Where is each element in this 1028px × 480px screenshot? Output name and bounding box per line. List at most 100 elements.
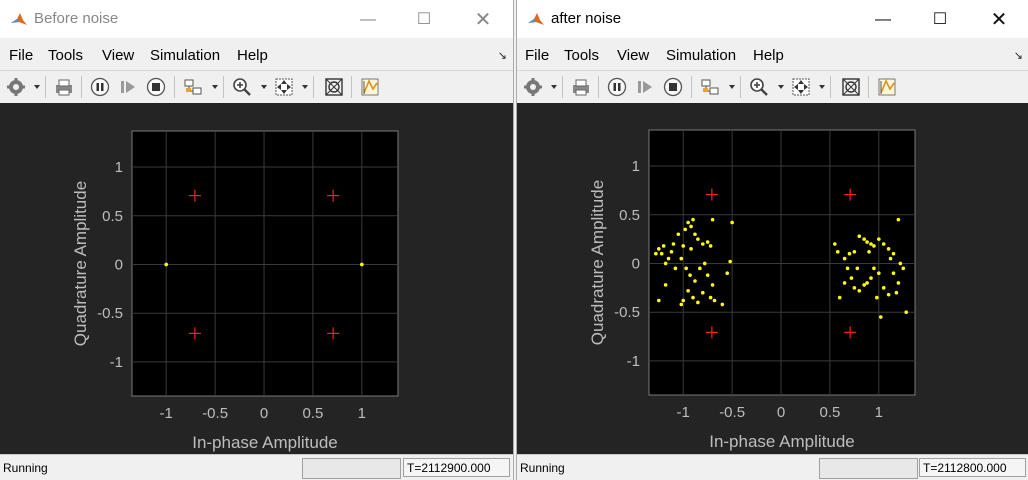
print-icon[interactable] bbox=[571, 77, 591, 97]
scope-figure: -1 -0.5 0 0.5 1 1 0.5 0 -0.5 -1 In-phase Amplitude… bbox=[517, 103, 1028, 454]
sample-point bbox=[891, 271, 896, 276]
sample-point bbox=[710, 283, 715, 287]
sample-point bbox=[691, 217, 695, 222]
scale-axes-icon[interactable] bbox=[791, 77, 811, 97]
toolbar-separator bbox=[868, 76, 869, 98]
pause-icon[interactable] bbox=[607, 77, 627, 97]
menu-help[interactable]: Help bbox=[237, 47, 268, 64]
sample-point bbox=[691, 295, 695, 300]
scale-axes-icon[interactable] bbox=[274, 77, 294, 97]
toolbar bbox=[0, 70, 513, 104]
sample-point bbox=[849, 276, 854, 280]
dropdown-arrow-icon[interactable] bbox=[729, 85, 735, 89]
y-tick-label: -0.5 bbox=[614, 304, 640, 321]
x-tick-label: -0.5 bbox=[202, 405, 228, 422]
sample-point bbox=[705, 273, 710, 277]
dropdown-arrow-icon[interactable] bbox=[819, 85, 825, 89]
sample-point bbox=[681, 244, 686, 248]
dropdown-arrow-icon[interactable] bbox=[261, 85, 267, 89]
menu-file[interactable]: File bbox=[525, 47, 550, 64]
window-title: Before noise bbox=[34, 10, 119, 27]
toolbar-separator bbox=[81, 76, 82, 98]
sample-point bbox=[666, 256, 671, 261]
minimize-icon[interactable]: — bbox=[875, 11, 891, 28]
constellation-icon[interactable] bbox=[324, 77, 344, 97]
sample-point bbox=[659, 251, 664, 256]
sample-point bbox=[683, 227, 687, 232]
sample-point bbox=[867, 249, 871, 254]
dropdown-arrow-icon[interactable] bbox=[212, 85, 218, 89]
y-tick-label: 1 bbox=[115, 159, 123, 176]
zoom-in-icon[interactable] bbox=[232, 77, 252, 97]
measurements-icon[interactable] bbox=[877, 77, 897, 97]
step-forward-icon[interactable] bbox=[118, 77, 138, 97]
close-icon[interactable]: ✕ bbox=[990, 9, 1008, 31]
sample-point bbox=[852, 286, 857, 290]
sample-point bbox=[700, 242, 705, 246]
x-tick-label: 0.5 bbox=[302, 405, 323, 422]
sample-point bbox=[845, 266, 850, 271]
menu-view[interactable]: View bbox=[102, 47, 135, 64]
sample-point bbox=[881, 286, 886, 290]
menu-simulation[interactable]: Simulation bbox=[150, 47, 221, 64]
title-bar[interactable]: after noise — ☐ ✕ bbox=[517, 0, 1028, 38]
settings-gear-icon[interactable] bbox=[523, 77, 543, 97]
toolbar-separator bbox=[174, 76, 175, 98]
status-field bbox=[302, 458, 401, 479]
constellation-icon[interactable] bbox=[841, 77, 861, 97]
sample-point bbox=[696, 237, 700, 241]
maximize-icon[interactable]: ☐ bbox=[416, 11, 432, 28]
highlight-block-icon[interactable] bbox=[700, 77, 720, 97]
measurements-icon[interactable] bbox=[360, 77, 380, 97]
menu-view[interactable]: View bbox=[617, 47, 650, 64]
highlight-block-icon[interactable] bbox=[183, 77, 203, 97]
sample-point bbox=[904, 310, 908, 314]
scope-window-before-noise: Before noise — ☐ ✕ File Tools View Simul… bbox=[0, 0, 514, 480]
sample-point bbox=[862, 283, 866, 287]
sample-point bbox=[901, 266, 906, 271]
toolbar-separator bbox=[598, 76, 599, 98]
sample-point bbox=[869, 242, 873, 246]
dropdown-arrow-icon[interactable] bbox=[551, 85, 557, 89]
status-text: Running bbox=[3, 461, 48, 475]
sample-point bbox=[676, 232, 681, 237]
zoom-in-icon[interactable] bbox=[749, 77, 769, 97]
scope-figure: -1 -0.5 0 0.5 1 1 0.5 0 -0.5 -1 In-phase Amplitude… bbox=[0, 103, 513, 454]
stop-icon[interactable] bbox=[663, 77, 683, 97]
menu-simulation[interactable]: Simulation bbox=[666, 47, 737, 64]
reference-point bbox=[327, 327, 340, 340]
close-icon[interactable]: ✕ bbox=[474, 9, 492, 31]
maximize-icon[interactable]: ☐ bbox=[932, 11, 948, 28]
sample-point bbox=[857, 288, 862, 293]
scope-window-after-noise: after noise — ☐ ✕ File Tools View Simula… bbox=[516, 0, 1028, 480]
menu-tools[interactable]: Tools bbox=[48, 47, 84, 64]
title-bar[interactable]: Before noise — ☐ ✕ bbox=[0, 0, 513, 38]
sample-point bbox=[661, 244, 666, 248]
dropdown-arrow-icon[interactable] bbox=[34, 85, 40, 89]
x-tick-label: -0.5 bbox=[719, 404, 745, 421]
x-axis-label: In-phase Amplitude bbox=[192, 433, 338, 452]
dropdown-arrow-icon[interactable] bbox=[302, 85, 308, 89]
dock-arrow-icon[interactable]: ↘ bbox=[497, 50, 507, 62]
dropdown-arrow-icon[interactable] bbox=[778, 85, 784, 89]
reference-point bbox=[705, 326, 718, 339]
sample-point bbox=[700, 290, 705, 295]
window-title: after noise bbox=[551, 10, 622, 27]
menu-tools[interactable]: Tools bbox=[564, 47, 600, 64]
print-icon[interactable] bbox=[54, 77, 74, 97]
sample-point bbox=[877, 271, 881, 276]
sample-point bbox=[708, 295, 713, 300]
simulation-time: T=2112800.000 bbox=[919, 458, 1026, 477]
menu-help[interactable]: Help bbox=[753, 47, 784, 64]
step-forward-icon[interactable] bbox=[635, 77, 655, 97]
pause-icon[interactable] bbox=[90, 77, 110, 97]
stop-icon[interactable] bbox=[146, 77, 166, 97]
y-tick-label: 0 bbox=[115, 256, 123, 273]
sample-point bbox=[869, 276, 873, 280]
minimize-icon[interactable]: — bbox=[360, 11, 376, 28]
sample-point bbox=[865, 240, 869, 244]
sample-point bbox=[728, 259, 732, 264]
settings-gear-icon[interactable] bbox=[6, 77, 26, 97]
menu-file[interactable]: File bbox=[9, 47, 34, 64]
dock-arrow-icon[interactable]: ↘ bbox=[1013, 50, 1023, 62]
